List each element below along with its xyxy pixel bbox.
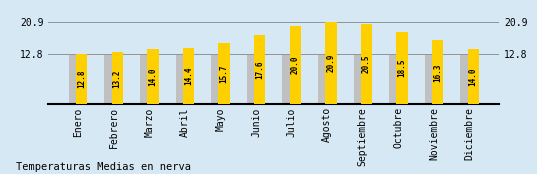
Text: 15.7: 15.7 [220, 64, 229, 83]
Text: 14.0: 14.0 [469, 68, 478, 86]
Text: 20.5: 20.5 [362, 55, 371, 73]
Text: 14.0: 14.0 [148, 68, 157, 86]
Bar [389, 55, 401, 104]
Text: 17.6: 17.6 [255, 61, 264, 79]
Bar [432, 40, 444, 104]
Text: 20.0: 20.0 [291, 56, 300, 74]
Text: 18.5: 18.5 [397, 59, 407, 77]
Text: 20.9: 20.9 [326, 54, 335, 73]
Bar [325, 22, 337, 104]
Bar [289, 26, 301, 104]
Bar [219, 43, 230, 104]
Bar [318, 55, 329, 104]
Bar [396, 31, 408, 104]
Bar [353, 55, 365, 104]
Text: 16.3: 16.3 [433, 63, 442, 82]
Bar [254, 35, 265, 104]
Text: Temperaturas Medias en nerva: Temperaturas Medias en nerva [16, 162, 191, 172]
Bar [247, 55, 258, 104]
Bar [69, 55, 80, 104]
Bar [361, 24, 372, 104]
Bar [176, 55, 187, 104]
Bar [425, 55, 436, 104]
Bar [282, 55, 294, 104]
Bar [112, 52, 123, 104]
Bar [468, 49, 479, 104]
Bar [147, 49, 158, 104]
Bar [104, 55, 116, 104]
Bar [211, 55, 223, 104]
Bar [183, 48, 194, 104]
Bar [460, 55, 472, 104]
Text: 12.8: 12.8 [77, 70, 86, 88]
Text: 13.2: 13.2 [113, 69, 122, 88]
Text: 14.4: 14.4 [184, 67, 193, 85]
Bar [76, 54, 88, 104]
Bar [140, 55, 151, 104]
